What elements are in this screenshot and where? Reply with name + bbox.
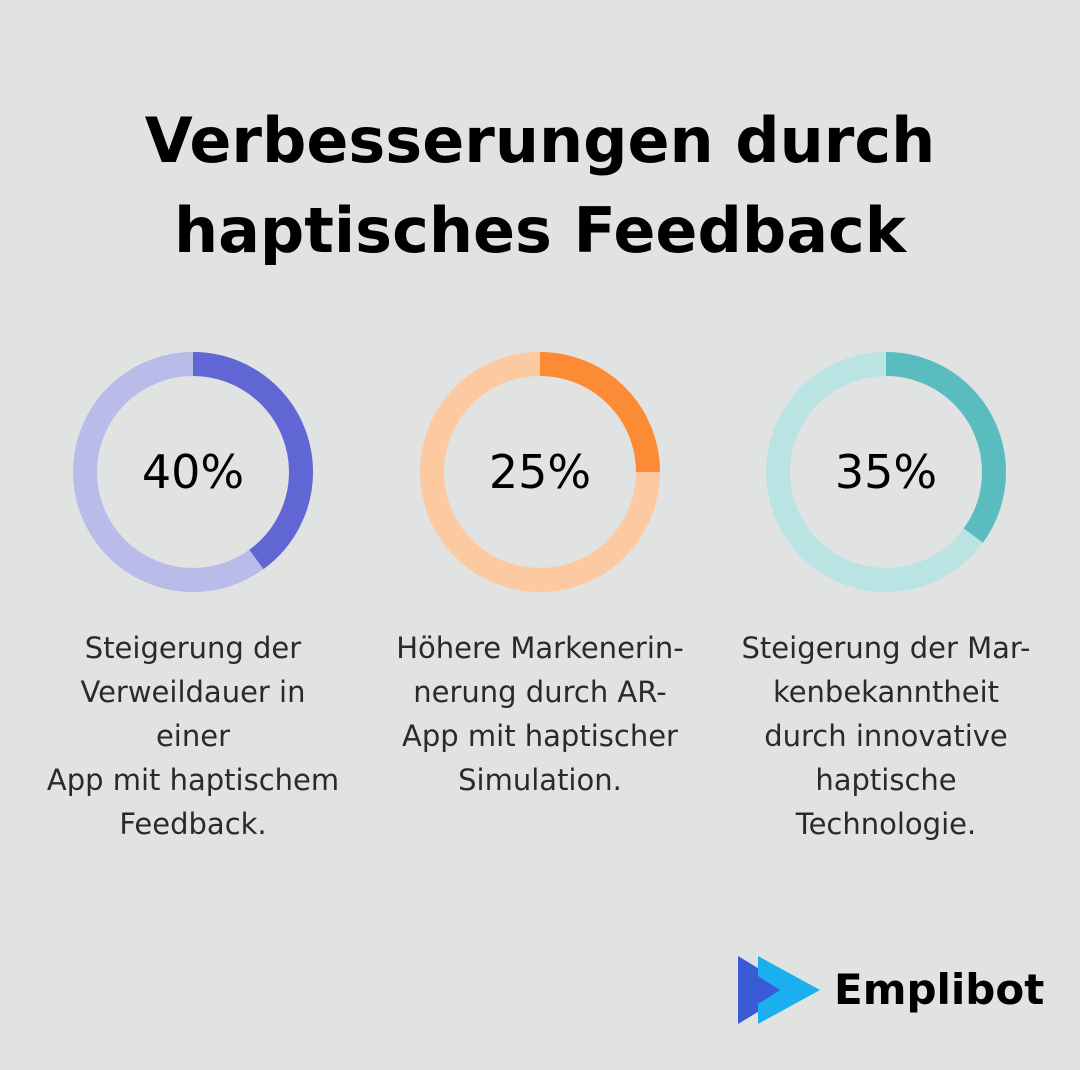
page-title: Verbesserungen durch haptisches Feedback	[0, 96, 1080, 276]
desc-2-line-2: nerung durch AR-	[413, 675, 667, 709]
desc-3-line-5: Technologie.	[795, 807, 977, 841]
desc-2-line-4: Simulation.	[458, 763, 622, 797]
title-line-1: Verbesserungen durch	[144, 104, 936, 177]
desc-3-line-1: Steigerung der Mar-	[741, 631, 1031, 665]
desc-2-line-1: Höhere Markenerin-	[396, 631, 684, 665]
donut-chart-1	[73, 352, 313, 592]
stat-description-2: Höhere Markenerin- nerung durch AR- App …	[390, 626, 690, 802]
desc-1-line-1: Steigerung der	[84, 631, 302, 665]
title-line-2: haptisches Feedback	[173, 194, 907, 267]
stat-description-1: Steigerung der Verweildauer in einer App…	[43, 626, 343, 846]
desc-1-line-4: Feedback.	[119, 807, 267, 841]
donut-value-arc-2	[420, 352, 660, 592]
desc-3-line-3: durch innovative	[764, 719, 1008, 753]
logo-notch	[758, 976, 780, 1004]
donut-value-arc-3	[766, 352, 1006, 592]
desc-1-line-3: App mit haptischem	[46, 763, 340, 797]
percent-label-1: 40%	[141, 445, 245, 499]
desc-3-line-2: kenbekanntheit	[772, 675, 1000, 709]
desc-3-line-4: haptische	[815, 763, 957, 797]
brand-name: Emplibot	[834, 965, 1045, 1014]
percent-label-3: 35%	[834, 445, 938, 499]
brand-logo: Emplibot	[736, 954, 1046, 1026]
logo-front-triangle	[758, 956, 820, 1024]
desc-2-line-3: App mit haptischer	[402, 719, 678, 753]
percent-label-2: 25%	[488, 445, 592, 499]
donut-value-arc-1	[73, 352, 313, 592]
stat-description-3: Steigerung der Mar- kenbekanntheit durch…	[736, 626, 1036, 846]
play-arrow-logo-icon	[736, 954, 828, 1026]
donut-chart-3	[766, 352, 1006, 592]
donut-chart-2	[420, 352, 660, 592]
desc-1-line-2: Verweildauer in einer	[80, 675, 306, 753]
